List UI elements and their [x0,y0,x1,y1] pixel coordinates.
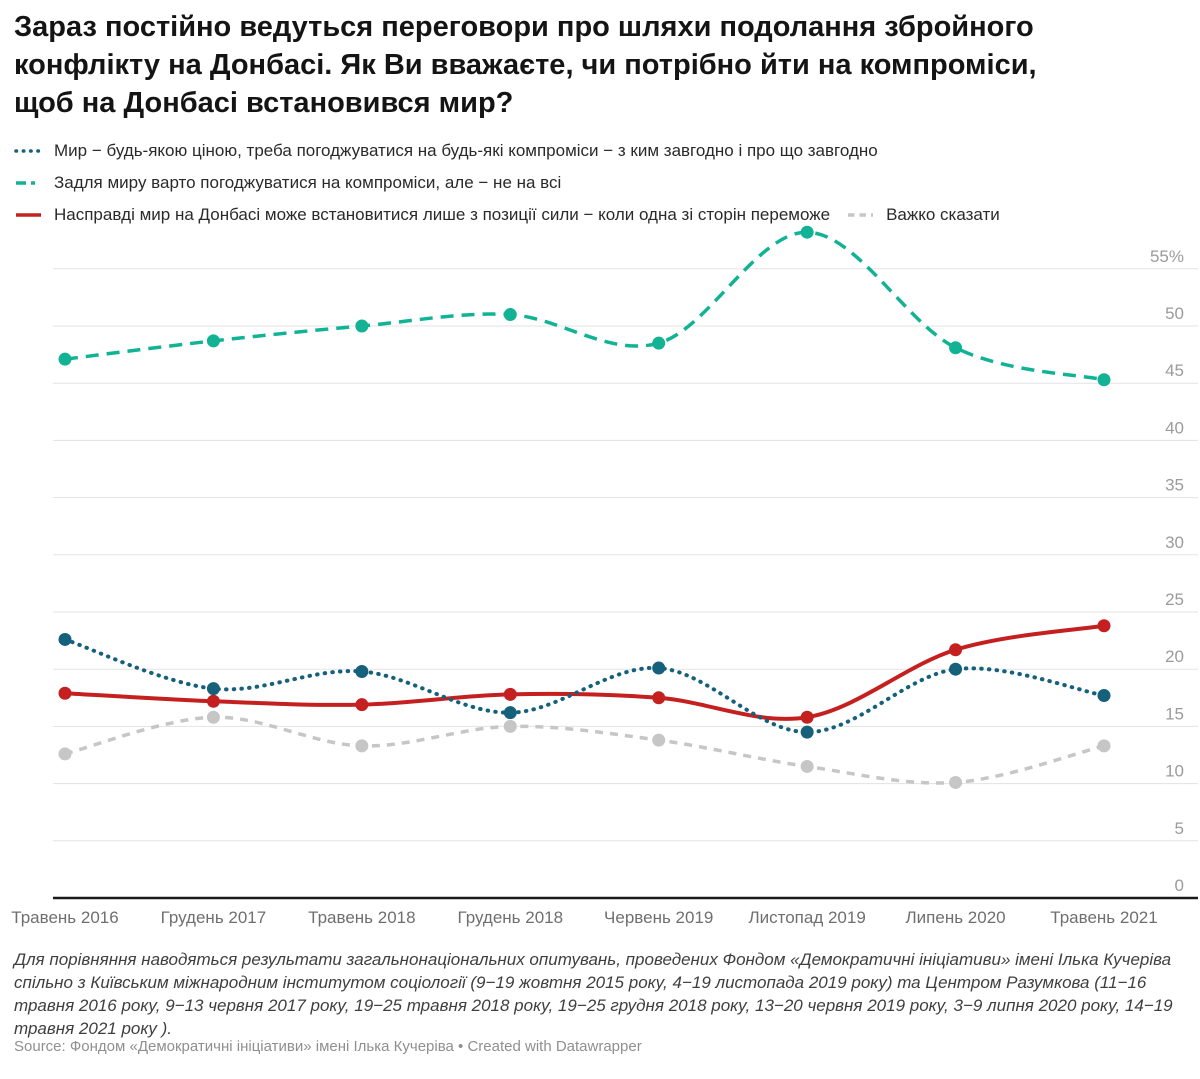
legend-item-3: Важко сказати [846,205,1000,225]
legend-label: Задля миру варто погоджуватися на компро… [54,173,562,192]
data-point [1097,689,1111,703]
data-point [58,747,72,761]
series-line-3 [64,715,1105,785]
data-point [503,687,517,701]
data-point [503,719,517,733]
x-tick-label: Липень 2020 [906,908,1006,927]
legend-label: Мир − будь-якою ціною, треба погоджувати… [54,141,878,160]
data-point [652,336,666,350]
x-tick-label: Червень 2019 [604,908,713,927]
data-point [206,710,220,724]
legend-item-2: Насправді мир на Донбасі може встановити… [14,205,830,225]
x-tick-label: Грудень 2017 [161,908,267,927]
y-tick-label: 15 [1165,704,1184,723]
data-point [1097,739,1111,753]
y-tick-label: 5 [1175,819,1184,838]
data-point [355,319,369,333]
data-point [800,759,814,773]
legend-item-1: Задля миру варто погоджуватися на компро… [14,173,561,193]
source-prefix: Source: [14,1038,70,1055]
data-point [800,725,814,739]
data-point [949,643,963,657]
x-tick-label: Травень 2016 [11,908,118,927]
data-point [652,661,666,675]
data-point [355,698,369,712]
line-chart: 0 5 10 15 20 25 30 35 40 45 50 55% Травень 2016 Груде… [11,225,1198,927]
data-point [1097,619,1111,633]
data-point [949,662,963,676]
legend-item-0: Мир − будь-якою ціною, треба погоджувати… [14,141,878,161]
legend-label: Насправді мир на Донбасі може встановити… [54,205,831,224]
legend-row: Насправді мир на Донбасі може встановити… [14,205,1000,225]
legend-label: Важко сказати [886,205,1000,224]
data-point [503,706,517,720]
y-tick-label: 10 [1165,762,1184,781]
data-point [949,341,963,355]
chart-title: Зараз постійно ведуться переговори про ш… [14,11,1037,119]
data-point [355,739,369,753]
y-tick-label: 30 [1165,533,1184,552]
data-point [652,691,666,705]
source-line: Source: Фондом «Демократичні ініціативи»… [14,1038,642,1055]
data-point [652,733,666,747]
data-point [58,686,72,700]
data-point [58,352,72,366]
series-line-0 [63,637,1106,735]
data-point [206,682,220,696]
x-tick-label: Травень 2021 [1050,908,1157,927]
data-point [800,710,814,724]
legend-swatch-dashed-short-icon [848,213,874,217]
y-tick-label: 25 [1165,590,1184,609]
series-line-2 [64,623,1105,721]
data-point [1097,373,1111,387]
source-org: Фондом «Демократичні ініціативи» імені І… [69,1038,454,1055]
y-tick-label: 55% [1150,247,1184,266]
legend-swatch-dashed-icon [16,181,41,185]
y-tick-label: 35 [1165,476,1184,495]
legend-swatch-dotted-icon [14,149,43,153]
y-tick-label: 40 [1165,418,1184,437]
x-tick-label: Грудень 2018 [457,908,563,927]
y-tick-label: 0 [1175,876,1184,895]
y-tick-label: 45 [1165,361,1184,380]
datawrapper-credit-link[interactable]: Created with Datawrapper [467,1038,642,1055]
data-point [206,334,220,348]
legend-row: Мир − будь-якою ціною, треба погоджувати… [14,141,878,161]
y-tick-label: 20 [1165,647,1184,666]
legend-row: Задля миру варто погоджуватися на компро… [14,173,561,193]
data-point [58,632,72,646]
footnote: Для порівняння наводяться результати заг… [14,950,1173,1038]
legend-swatch-solid-icon [16,213,41,217]
data-point [503,308,517,322]
series-line-1 [64,230,1105,382]
x-tick-label: Травень 2018 [308,908,415,927]
x-tick-label: Листопад 2019 [748,908,865,927]
source-separator: • [453,1038,468,1055]
data-point [949,775,963,789]
data-point [800,225,814,239]
data-point [355,664,369,678]
data-point [206,694,220,708]
y-tick-label: 50 [1165,304,1184,323]
